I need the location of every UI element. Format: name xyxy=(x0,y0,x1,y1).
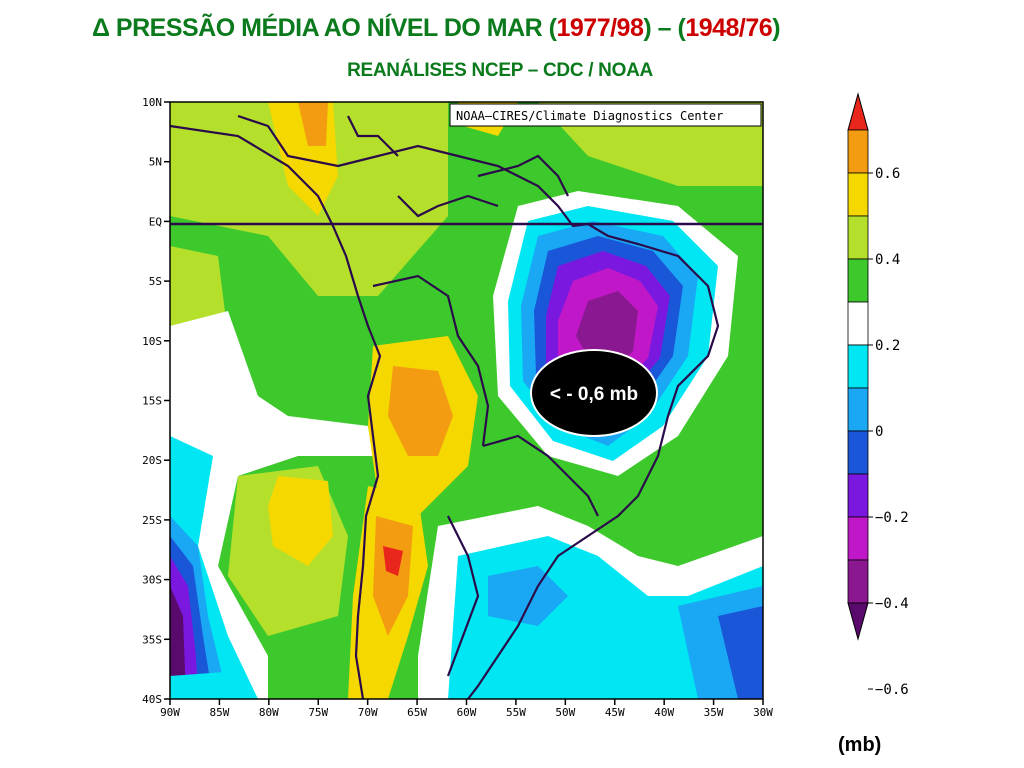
colorbar-label: −0.4 xyxy=(875,596,909,612)
lat-tick-label: EQ xyxy=(149,215,162,228)
title-suffix: ) xyxy=(772,14,781,42)
lon-tick-label: 35W xyxy=(704,706,724,719)
colorbar-label: −0.6 xyxy=(875,682,909,698)
longitude-axis: 90W 85W 80W 75W 70W 65W 60W 55W 50W 45W 40W 35W 30W xyxy=(160,699,773,719)
page-title: Δ PRESSÃO MÉDIA AO NÍVEL DO MAR (1977/98… xyxy=(92,14,781,43)
colorbar-unit: (mb) xyxy=(838,734,882,756)
lon-tick-label: 90W xyxy=(160,706,180,719)
colorbar-segment xyxy=(847,387,869,432)
lon-tick-label: 75W xyxy=(308,706,328,719)
lat-tick-label: 15S xyxy=(142,395,162,408)
annotation-text: < - 0,6 mb xyxy=(550,384,638,405)
title-prefix: PRESSÃO MÉDIA AO NÍVEL DO MAR ( xyxy=(115,14,557,42)
lat-tick-label: 5N xyxy=(149,156,162,169)
colorbar-segment xyxy=(847,258,869,303)
colorbar-segment xyxy=(847,215,869,260)
credit-box xyxy=(449,103,762,127)
lon-tick-label: 50W xyxy=(555,706,575,719)
colorbar-segment xyxy=(847,473,869,518)
lon-tick-label: 70W xyxy=(358,706,378,719)
page-subtitle: REANÁLISES NCEP – CDC / NOAA xyxy=(347,60,653,81)
latitude-axis: 10N 5N EQ 5S 10S 15S 20S 25S 30S 35S 40S xyxy=(142,96,170,706)
lon-tick-label: 60W xyxy=(457,706,477,719)
delta-symbol: Δ xyxy=(92,14,110,42)
title-middle: ) – ( xyxy=(643,14,686,42)
lat-tick-label: 5S xyxy=(149,275,162,288)
lat-tick-label: 20S xyxy=(142,454,162,467)
coastline xyxy=(170,114,720,699)
colorbar-label: 0.4 xyxy=(875,252,900,268)
colorbar-label: 0.6 xyxy=(875,166,900,182)
lat-tick-label: 35S xyxy=(142,633,162,646)
title-period-1: 1977/98 xyxy=(556,14,644,42)
lat-tick-label: 40S xyxy=(142,693,162,706)
credit-text: NOAA–CIRES/Climate Diagnostics Center xyxy=(456,109,723,123)
anomaly-annotation: < - 0,6 mb xyxy=(530,349,658,437)
lon-tick-label: 65W xyxy=(407,706,427,719)
colorbar-segment xyxy=(847,344,869,389)
title-period-2: 1948/76 xyxy=(685,14,773,42)
colorbar-bottom-arrow xyxy=(847,602,869,641)
lat-tick-label: 10N xyxy=(142,96,162,109)
map-svg: NOAA–CIRES/Climate Diagnostics Center 10… xyxy=(142,96,773,719)
colorbar-segment xyxy=(847,516,869,561)
lat-tick-label: 25S xyxy=(142,514,162,527)
colorbar-label: 0.2 xyxy=(875,338,900,354)
lat-tick-label: 10S xyxy=(142,335,162,348)
colorbar: 0.6 0.4 0.2 0 −0.2 −0.4 −0.6 xyxy=(838,88,928,743)
lon-tick-label: 45W xyxy=(605,706,625,719)
lon-tick-label: 40W xyxy=(654,706,674,719)
lon-tick-label: 30W xyxy=(753,706,773,719)
lon-tick-label: 80W xyxy=(259,706,279,719)
colorbar-label: −0.2 xyxy=(875,510,909,526)
colorbar-segment xyxy=(847,430,869,475)
colorbar-top-arrow xyxy=(847,92,869,131)
pressure-anomaly-map: NOAA–CIRES/Climate Diagnostics Center 10… xyxy=(118,96,788,726)
colorbar-segment xyxy=(847,559,869,604)
colorbar-label: 0 xyxy=(875,424,883,440)
colorbar-segment xyxy=(847,301,869,346)
lat-tick-label: 30S xyxy=(142,574,162,587)
colorbar-segment xyxy=(847,129,869,174)
lon-tick-label: 85W xyxy=(209,706,229,719)
lon-tick-label: 55W xyxy=(506,706,526,719)
colorbar-svg: 0.6 0.4 0.2 0 −0.2 −0.4 −0.6 xyxy=(847,92,909,698)
colorbar-segment xyxy=(847,172,869,217)
